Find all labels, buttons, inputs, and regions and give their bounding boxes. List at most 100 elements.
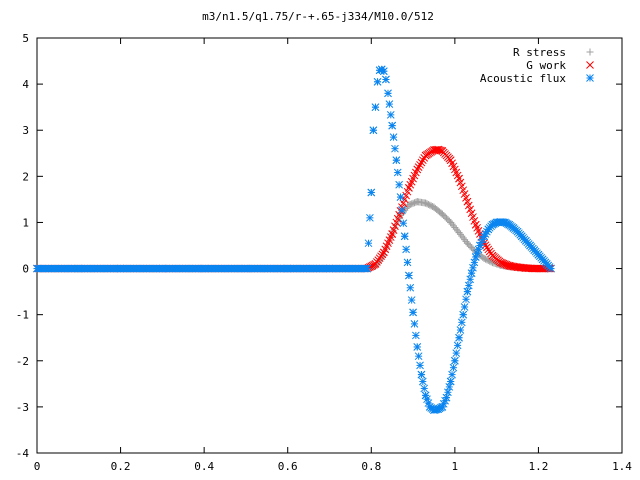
data-point-sample (455, 229, 463, 237)
x-tick-label: 0.8 (361, 460, 381, 473)
data-point-sample (463, 287, 472, 296)
data-point-sample (457, 318, 466, 327)
data-point-sample (458, 232, 466, 240)
data-point-sample (499, 259, 508, 268)
data-point-sample (393, 168, 402, 177)
legend-marker (586, 74, 594, 82)
y-tick-label: -2 (16, 355, 29, 368)
data-point-sample (367, 188, 376, 197)
x-tick-label: 0.2 (111, 460, 131, 473)
data-point-sample (399, 219, 408, 228)
data-point-sample (502, 260, 511, 269)
data-point-sample (452, 349, 461, 357)
data-point-sample (469, 263, 477, 272)
data-point-sample (435, 146, 444, 154)
data-point-sample (448, 370, 456, 379)
data-point-sample (462, 295, 470, 304)
data-point-sample (395, 180, 403, 189)
data-point-sample (371, 103, 380, 112)
data-point-sample (406, 283, 415, 292)
data-point-sample (446, 377, 455, 386)
data-point-sample (391, 224, 399, 232)
data-point-sample (449, 363, 458, 372)
data-point-sample (460, 303, 469, 311)
data-point-sample (459, 310, 468, 319)
legend-marker (586, 48, 594, 56)
y-tick-label: 1 (22, 216, 29, 229)
y-axis: -4 -3 -2 -1 0 1 2 3 4 5 (16, 32, 622, 460)
data-point-sample (467, 269, 476, 278)
data-point-sample (400, 232, 409, 241)
data-point-sample (547, 264, 555, 273)
data-point-sample (416, 361, 424, 370)
y-tick-label: 0 (22, 263, 29, 276)
data-point-sample (501, 260, 509, 269)
data-point-sample (412, 331, 420, 340)
data-point-sample (405, 271, 413, 280)
data-point-sample (398, 206, 406, 215)
data-point-sample (461, 236, 469, 244)
data-point-sample (420, 384, 429, 393)
data-point-sample (444, 388, 452, 397)
data-point-sample (442, 393, 451, 402)
data-point-sample (456, 326, 465, 334)
data-point-sample (466, 275, 475, 284)
data-point-sample (459, 234, 467, 242)
x-tick-label: 0.4 (194, 460, 214, 473)
y-tick-label: 3 (22, 124, 29, 137)
data-point-sample (496, 258, 505, 267)
y-tick-label: 5 (22, 32, 29, 45)
data-point-sample (386, 110, 395, 119)
x-tick-label: 1.2 (528, 460, 548, 473)
data-point-sample (364, 239, 373, 248)
y-tick-label: 2 (22, 170, 29, 183)
plot-area-frame (36, 37, 623, 454)
x-tick-label: 0.6 (278, 460, 298, 473)
data-point-sample (388, 121, 397, 130)
legend-label: Acoustic flux (480, 72, 566, 85)
data-point-sample (445, 383, 454, 391)
data-point-sample (414, 352, 423, 361)
data-point-sample (413, 165, 422, 174)
data-point-sample (456, 230, 464, 238)
data-point-sample (392, 156, 401, 165)
data-point-sample (391, 144, 399, 153)
chart-title: m3/n1.5/q1.75/r-+.65-j334/M10.0/512 (202, 10, 434, 23)
data-point-sample (373, 77, 382, 86)
data-point-sample (414, 163, 423, 171)
data-point-sample (363, 264, 371, 273)
data-point-sample (413, 343, 422, 351)
data-point-sample (403, 258, 412, 267)
series-acoustic-flux (33, 65, 555, 414)
data-point-sample (498, 259, 507, 267)
y-tick-label: -1 (16, 309, 29, 322)
data-point-sample (464, 281, 473, 290)
data-point-sample (417, 370, 426, 379)
data-point-sample (389, 133, 398, 141)
series-layer (33, 65, 555, 414)
legend-marker (586, 61, 594, 69)
data-point-sample (379, 67, 388, 76)
y-tick-label: 4 (22, 78, 29, 91)
x-tick-label: 0 (34, 460, 41, 473)
data-point-sample (417, 158, 426, 167)
x-tick-label: 1.4 (612, 460, 632, 473)
data-point-sample (402, 245, 410, 254)
x-tick-label: 1 (452, 460, 459, 473)
data-point-sample (384, 89, 392, 98)
data-point-sample (416, 160, 424, 169)
y-tick-label: -4 (16, 447, 30, 460)
x-axis: 0 0.2 0.4 0.6 0.8 1 1.2 1.4 (34, 38, 632, 473)
data-point-sample (418, 156, 427, 165)
data-point-sample (470, 258, 479, 267)
data-point-sample (451, 356, 459, 365)
data-point-sample (453, 341, 462, 350)
data-point-sample (409, 308, 417, 317)
y-tick-label: -3 (16, 401, 29, 414)
data-point-sample (366, 213, 374, 222)
data-point-sample (385, 100, 394, 108)
data-point-sample (369, 126, 378, 135)
data-point-sample (455, 333, 463, 342)
